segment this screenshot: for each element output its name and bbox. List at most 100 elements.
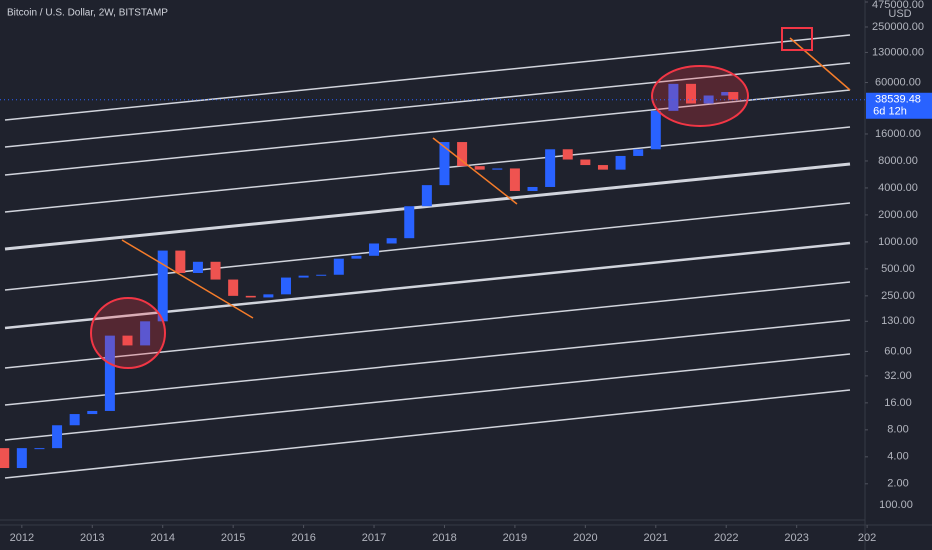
channel-line: [4, 353, 851, 441]
candle: [263, 294, 274, 298]
candle: [280, 277, 291, 295]
trend-line: [121, 239, 254, 319]
y-tick-label: 60000.00: [875, 76, 921, 88]
y-tick-label: 250.00: [881, 290, 915, 302]
x-tick-label: 2022: [714, 532, 738, 544]
candle: [122, 335, 133, 346]
candle: [474, 166, 485, 170]
y-tick-label: 1000.00: [878, 236, 918, 248]
candle: [686, 83, 697, 104]
last-price-label: 38539.48: [875, 94, 921, 106]
y-tick-label: 32.00: [884, 370, 912, 382]
x-tick-label: 202: [858, 532, 876, 544]
candle: [386, 238, 397, 244]
y-tick-label: 250000.00: [872, 21, 924, 33]
candle: [597, 165, 608, 170]
countdown-label: 6d 12h: [873, 106, 907, 118]
candle: [52, 425, 63, 449]
candle: [580, 159, 591, 166]
candle: [16, 448, 27, 469]
y-tick-label: 2000.00: [878, 209, 918, 221]
candle: [369, 243, 380, 256]
candle: [404, 206, 415, 239]
candle: [0, 448, 10, 469]
x-tick-label: 2019: [503, 532, 527, 544]
y-tick-label: 8000.00: [878, 155, 918, 167]
candle: [668, 83, 679, 111]
trend-line: [432, 137, 518, 205]
candle: [34, 448, 45, 450]
candle: [333, 258, 344, 275]
channel-line: [4, 126, 851, 213]
x-tick-label: 2013: [80, 532, 104, 544]
highlight-ellipse: [90, 297, 166, 369]
highlight-ellipse: [651, 65, 749, 127]
candle: [351, 255, 362, 259]
candle: [457, 142, 468, 167]
candle: [527, 186, 538, 191]
x-tick-label: 2017: [362, 532, 386, 544]
currency-label: USD: [888, 8, 911, 20]
x-tick-label: 2018: [432, 532, 456, 544]
y-tick-label: 475000.00: [872, 0, 924, 11]
candle: [421, 185, 432, 207]
y-tick-label: 130.00: [881, 315, 915, 327]
y-tick-label: 4.00: [887, 451, 908, 463]
channel-line: [4, 389, 851, 479]
candle: [69, 414, 80, 426]
y-tick-label: 4000.00: [878, 182, 918, 194]
candle: [104, 335, 115, 411]
candle: [157, 250, 168, 322]
candle: [87, 410, 98, 415]
annotations: [90, 27, 851, 369]
candle: [192, 261, 203, 273]
candle: [492, 168, 503, 170]
candle: [633, 149, 644, 156]
y-tick-label: 16.00: [884, 397, 912, 409]
channel-line: [4, 281, 851, 369]
channel-line: [4, 89, 851, 176]
channel-line: [4, 162, 851, 251]
x-tick-label: 2014: [150, 532, 174, 544]
pane-label: 100.00: [879, 499, 913, 511]
candle: [316, 274, 327, 276]
candle: [298, 275, 309, 278]
y-tick-label: 16000.00: [875, 128, 921, 140]
highlight-box: [781, 27, 813, 51]
candle: [615, 155, 626, 170]
chart-title: Bitcoin / U.S. Dollar, 2W, BITSTAMP: [7, 8, 168, 19]
x-tick-label: 2016: [291, 532, 315, 544]
x-tick-label: 2015: [221, 532, 245, 544]
channel-line: [4, 62, 851, 148]
candle: [728, 92, 739, 100]
x-tick-label: 2012: [10, 532, 34, 544]
y-tick-label: 500.00: [881, 263, 915, 275]
candle: [439, 142, 450, 186]
x-tick-label: 2023: [784, 532, 808, 544]
y-tick-label: 2.00: [887, 478, 908, 490]
candle: [545, 149, 556, 187]
y-tick-label: 130000.00: [872, 46, 924, 58]
y-tick-label: 60.00: [884, 345, 912, 357]
trend-line: [789, 37, 851, 91]
candle: [228, 279, 239, 296]
candle: [721, 92, 732, 96]
candle: [175, 250, 186, 273]
channel-line: [4, 319, 851, 406]
channel-line: [4, 241, 851, 330]
y-tick-label: 8.00: [887, 424, 908, 436]
x-tick-label: 2020: [573, 532, 597, 544]
candle: [650, 110, 661, 150]
channel-lines: [4, 34, 851, 479]
channel-line: [4, 34, 851, 121]
candle: [245, 295, 256, 298]
channel-line: [4, 202, 851, 291]
candle: [562, 149, 573, 160]
x-tick-label: 2021: [644, 532, 668, 544]
last-price-badge: [866, 92, 932, 119]
candle: [210, 261, 221, 280]
candle: [140, 321, 151, 346]
